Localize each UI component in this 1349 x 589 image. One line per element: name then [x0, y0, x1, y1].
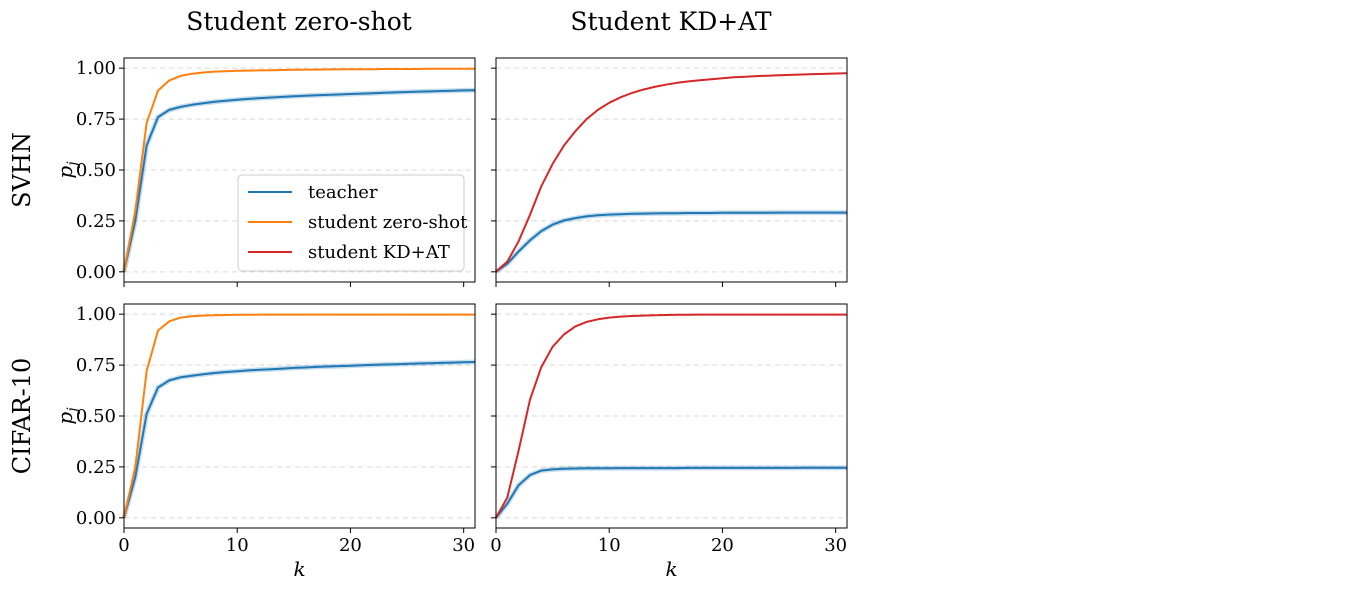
- chart-panel-2: 0 10 20 30 0.00 0.25 0.50 0.75 1.00 pj k: [53, 303, 476, 581]
- chart-panel-0: 0.00 0.25 0.50 0.75 1.00 pj: [53, 57, 476, 287]
- y-axis-label: pj: [53, 161, 81, 179]
- row-label-cifar10: CIFAR-10: [8, 358, 36, 474]
- chart-panel-3: 0 10 20 30 k: [490, 303, 848, 581]
- column-title-zero-shot: Student zero-shot: [186, 7, 412, 36]
- series-band-teacher: [494, 465, 847, 520]
- series-band-teacher: [494, 210, 847, 274]
- y-tick-label: 0.25: [76, 457, 116, 478]
- x-tick-label: 30: [824, 535, 847, 556]
- chart-panel-1: [491, 57, 848, 287]
- series-line-student-kd-at: [495, 72, 848, 273]
- series-line-teacher: [123, 361, 476, 519]
- legend-box: [237, 174, 465, 272]
- legend: teacher student zero-shot student KD+AT: [237, 174, 468, 272]
- y-tick-label: 0.50: [76, 406, 116, 427]
- x-tick-label: 0: [490, 535, 501, 556]
- series-line-teacher: [123, 89, 476, 273]
- x-tick-label: 20: [711, 535, 734, 556]
- y-axis-label: pj: [53, 407, 81, 425]
- row-label-svhn: SVHN: [8, 132, 36, 208]
- x-tick-label: 30: [452, 535, 475, 556]
- y-tick-label: 0.00: [76, 508, 116, 529]
- x-axis-label: k: [293, 557, 305, 581]
- legend-label: student KD+AT: [308, 242, 450, 263]
- chart-panels: 0.00 0.25 0.50 0.75 1.00 pj 0 10 20 30 0.00 0.25 0.5…: [53, 57, 848, 581]
- x-tick-label: 10: [226, 535, 249, 556]
- series-line-teacher: [495, 466, 847, 519]
- x-tick-label: 0: [118, 535, 129, 556]
- y-tick-label: 0.25: [76, 211, 116, 232]
- legend-label: teacher: [308, 182, 378, 203]
- series-line-student-zero-shot: [123, 67, 475, 272]
- y-tick-label: 1.00: [76, 304, 116, 325]
- y-tick-label: 1.00: [76, 58, 116, 79]
- y-tick-label: 0.75: [76, 355, 116, 376]
- y-tick-label: 0.75: [76, 109, 116, 130]
- legend-label: student zero-shot: [308, 212, 468, 233]
- series-band-teacher: [121, 359, 476, 519]
- y-tick-label: 0.00: [76, 262, 116, 283]
- x-tick-label: 20: [339, 535, 362, 556]
- x-tick-label: 10: [598, 535, 621, 556]
- x-axis-label: k: [665, 557, 677, 581]
- series-line-teacher: [495, 211, 847, 273]
- series-line-student-zero-shot: [123, 313, 475, 519]
- y-tick-label: 0.50: [76, 160, 116, 181]
- series-line-student-kd-at: [495, 313, 847, 519]
- column-title-kd-at: Student KD+AT: [570, 7, 772, 36]
